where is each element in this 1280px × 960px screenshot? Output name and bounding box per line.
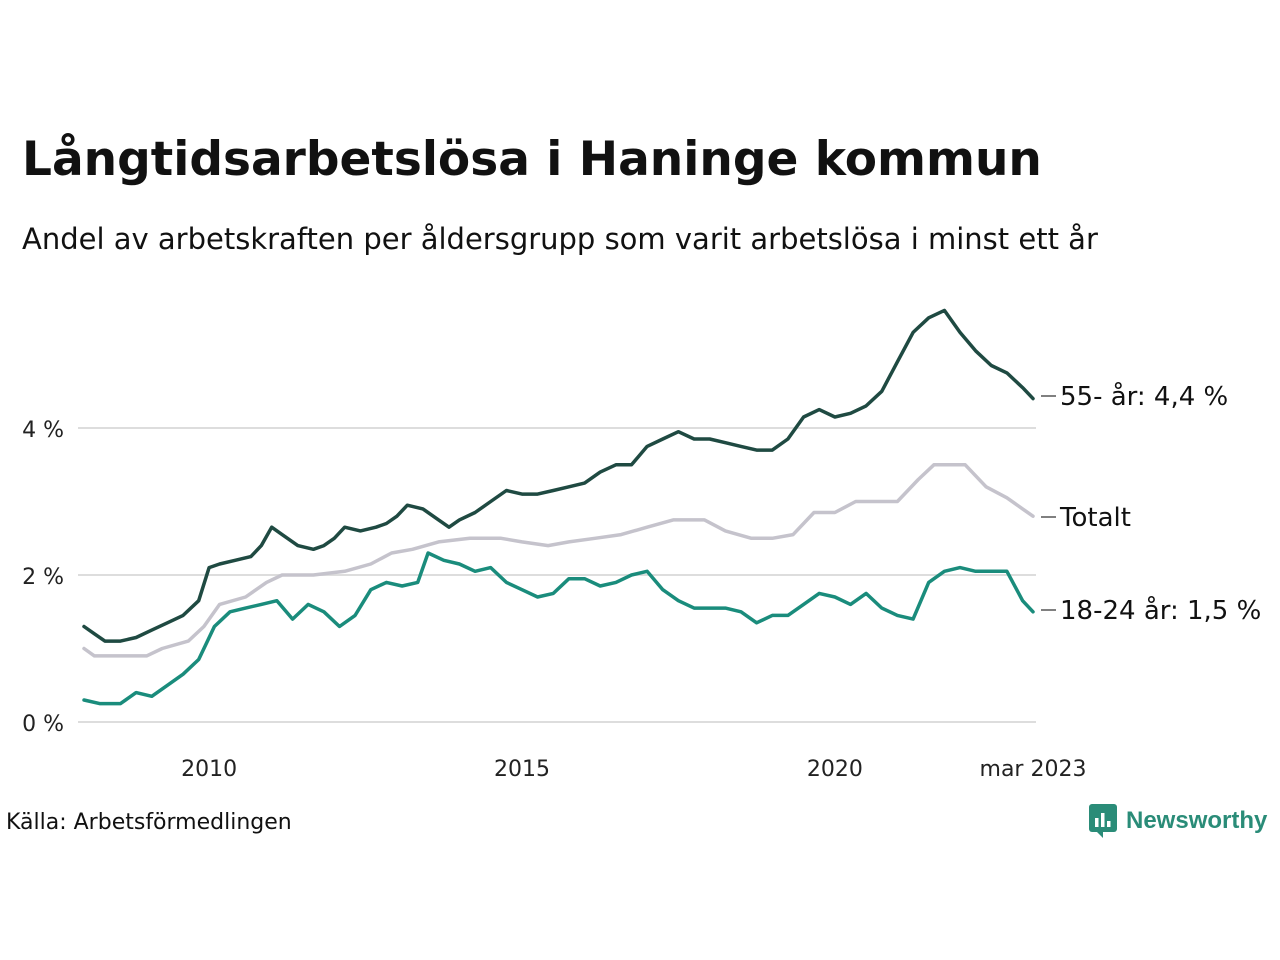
y-tick-label: 2 % bbox=[22, 565, 64, 590]
x-tick-label: 2020 bbox=[807, 757, 863, 782]
line-chart: 0 % 2 % 4 % 2010 2015 2020 mar 2023 55- år: 4… bbox=[22, 308, 1261, 782]
grid-lines bbox=[78, 427, 1036, 723]
chart-subtitle: Andel av arbetskraften per åldersgrupp s… bbox=[22, 222, 1098, 256]
source-note: Källa: Arbetsförmedlingen bbox=[6, 810, 292, 835]
series-end-label: 55- år: 4,4 % bbox=[1060, 381, 1228, 412]
chart-title: Långtidsarbetslösa i Haninge kommun bbox=[22, 132, 1042, 187]
brand-name: Newsworthy bbox=[1126, 807, 1268, 834]
newsworthy-chart-icon bbox=[1089, 804, 1117, 838]
series-line bbox=[82, 551, 1035, 706]
x-tick-label: mar 2023 bbox=[980, 757, 1087, 782]
x-axis-ticks: 2010 2015 2020 mar 2023 bbox=[181, 757, 1086, 782]
x-tick-label: 2015 bbox=[494, 757, 550, 782]
y-tick-label: 4 % bbox=[22, 418, 64, 443]
brand-logo: Newsworthy bbox=[1088, 803, 1267, 839]
y-tick-label: 0 % bbox=[22, 712, 64, 737]
series-lines bbox=[82, 308, 1035, 706]
x-tick-label: 2010 bbox=[181, 757, 237, 782]
series-end-label: 18-24 år: 1,5 % bbox=[1060, 595, 1261, 626]
y-axis-ticks: 0 % 2 % 4 % bbox=[22, 418, 64, 737]
series-end-label: Totalt bbox=[1059, 503, 1131, 533]
series-line bbox=[82, 308, 1035, 643]
series-line bbox=[82, 463, 1035, 658]
series-end-labels: 55- år: 4,4 % Totalt 18-24 år: 1,5 % bbox=[1041, 381, 1261, 626]
